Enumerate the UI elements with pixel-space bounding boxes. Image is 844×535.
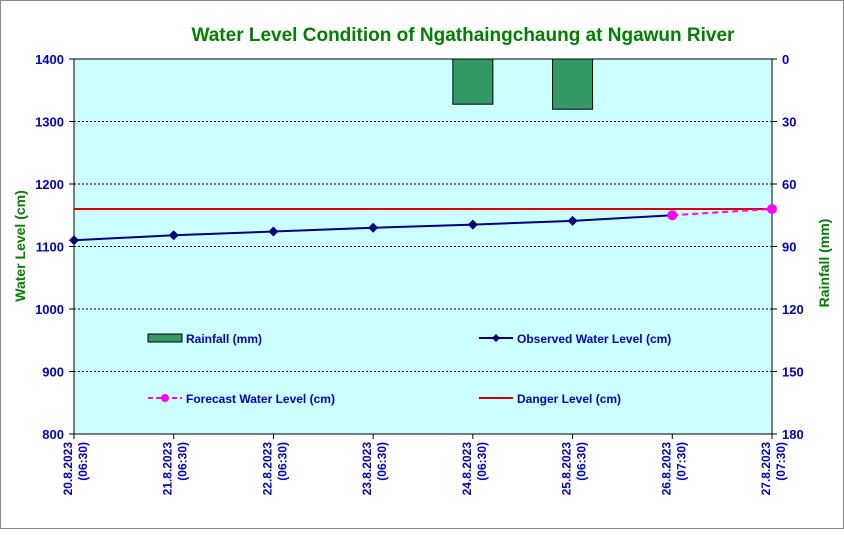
observed-point	[368, 222, 379, 233]
y-tick-label: 1300	[35, 115, 64, 130]
x-tick-label-date: 25.8.2023	[560, 442, 574, 496]
rainfall-bar	[452, 58, 494, 105]
legend-rainfall-swatch	[147, 333, 183, 343]
x-tick-label-date: 24.8.2023	[460, 442, 474, 496]
y2-tick-label: 180	[782, 427, 804, 442]
y-axis-label: Water Level (cm)	[12, 190, 28, 302]
legend: Rainfall (mm) Observed Water Level (cm) …	[147, 332, 671, 406]
x-tick-label-time: (07:30)	[774, 442, 788, 481]
x-tick-label-date: 27.8.2023	[759, 442, 773, 496]
legend-observed-label: Observed Water Level (cm)	[517, 332, 671, 346]
observed-point	[69, 235, 79, 246]
forecast-point	[667, 210, 678, 221]
legend-rainfall-label: Rainfall (mm)	[186, 332, 262, 346]
y2-tick-label: 90	[782, 240, 796, 255]
x-tick-label-time: (06:30)	[76, 442, 90, 481]
y-tick-label: 1000	[35, 302, 64, 317]
x-tick-label-date: 26.8.2023	[659, 442, 673, 496]
chart-title: Water Level Condition of Ngathaingchaung…	[192, 25, 736, 46]
legend-forecast-label: Forecast Water Level (cm)	[186, 392, 335, 406]
y2-tick-label: 150	[782, 365, 804, 380]
observed-point	[268, 226, 279, 237]
rainfall-bar	[552, 58, 594, 110]
y-tick-label: 1100	[36, 240, 64, 255]
y-tick-label: 800	[42, 427, 64, 442]
x-tick-label-date: 22.8.2023	[260, 442, 274, 496]
legend-observed-marker	[492, 334, 500, 342]
x-tick-label-time: (06:30)	[275, 442, 289, 481]
x-tick-label-time: (06:30)	[475, 442, 489, 481]
x-tick-label-time: (06:30)	[575, 442, 589, 481]
y2-tick-label: 120	[782, 302, 804, 317]
y2-tick-label: 60	[782, 177, 796, 192]
x-tick-label-date: 23.8.2023	[360, 442, 374, 496]
x-tick-label-time: (06:30)	[375, 442, 389, 481]
forecast-point	[767, 204, 777, 214]
x-tick-label-date: 21.8.2023	[161, 442, 175, 496]
y2-tick-label: 30	[782, 115, 796, 130]
forecast-water-level-cm-line	[672, 208, 773, 217]
y2-tick-label: 0	[782, 52, 789, 67]
observed-point	[467, 219, 478, 230]
x-tick-label-time: (07:30)	[674, 442, 688, 481]
y-tick-label: 900	[42, 365, 64, 380]
x-tick-label-date: 20.8.2023	[61, 442, 75, 496]
legend-forecast-marker	[161, 394, 169, 402]
observed-point	[168, 230, 179, 241]
x-tick-label-time: (06:30)	[176, 442, 190, 481]
observed-point	[567, 215, 578, 226]
y2-axis-label: Rainfall (mm)	[816, 219, 832, 308]
y-tick-label: 1200	[35, 177, 64, 192]
y-tick-label: 1400	[35, 52, 64, 67]
legend-danger-label: Danger Level (cm)	[517, 392, 621, 406]
